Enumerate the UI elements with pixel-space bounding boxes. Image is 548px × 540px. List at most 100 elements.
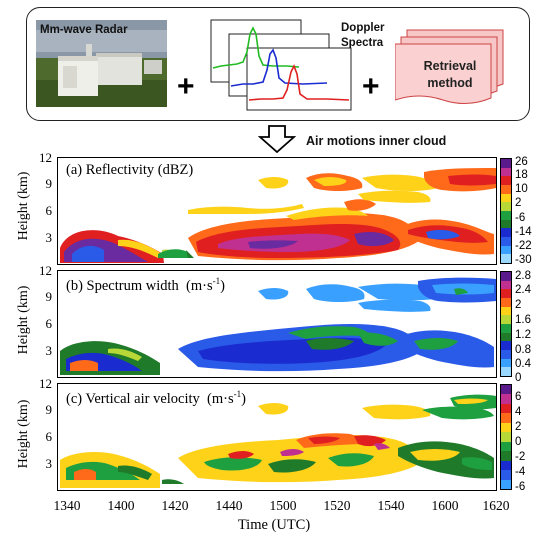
colorbar-segment bbox=[501, 367, 511, 376]
colorbar-segment bbox=[501, 167, 511, 177]
spectrum-width-field bbox=[60, 277, 496, 375]
panel-c-title: (c) Vertical air velocity (m·s-1) bbox=[66, 389, 246, 408]
arrow-caption: Air motions inner cloud bbox=[306, 134, 447, 148]
cbar-c-tick: -4 bbox=[515, 466, 526, 478]
cbar-b-tick: 2.8 bbox=[515, 270, 531, 282]
colorbar-segment bbox=[501, 470, 511, 480]
vertical-velocity-field bbox=[60, 394, 496, 488]
colorbar-segment bbox=[501, 358, 511, 368]
colorbar-segment bbox=[501, 422, 511, 433]
ytick-c-12: 12 bbox=[39, 376, 52, 391]
colorbar-segment bbox=[501, 297, 511, 307]
ytick-b-12: 12 bbox=[39, 263, 52, 278]
colorbar-segment bbox=[501, 254, 511, 263]
panel-c-unit-exponent: -1 bbox=[233, 389, 242, 399]
panel-b-title-text: (b) Spectrum width bbox=[66, 277, 179, 294]
colorbar-segment bbox=[501, 332, 511, 342]
colorbar-spectrum-width bbox=[500, 271, 512, 377]
cbar-a-tick: 10 bbox=[515, 183, 528, 195]
cbar-b-tick: 0 bbox=[515, 372, 522, 384]
colorbar-segment bbox=[501, 245, 511, 255]
retrieval-method-graphic bbox=[394, 28, 505, 106]
ytick-c-3: 3 bbox=[45, 456, 53, 471]
cbar-a-tick: -6 bbox=[515, 212, 526, 224]
colorbar-segment bbox=[501, 159, 511, 168]
colorbar-segment bbox=[501, 432, 511, 442]
cbar-a-tick: -14 bbox=[515, 226, 532, 238]
ytick-b-6: 6 bbox=[45, 316, 53, 331]
colorbar-segment bbox=[501, 403, 511, 414]
xtick: 1540 bbox=[377, 498, 405, 513]
xtick: 1400 bbox=[107, 498, 135, 513]
doppler-spectra-graphic bbox=[203, 16, 363, 118]
colorbar-vertical-velocity bbox=[500, 384, 512, 490]
ytick-a-12: 12 bbox=[39, 150, 52, 165]
cbar-a-tick: 18 bbox=[515, 169, 528, 181]
panel-c-unit: (m·s bbox=[207, 390, 234, 407]
colorbar-segment bbox=[501, 394, 511, 404]
ytick-b-9: 9 bbox=[45, 289, 53, 304]
panel-c-unit-close: ) bbox=[241, 390, 246, 407]
panel-a-title: (a) Reflectivity (dBZ) bbox=[66, 162, 194, 178]
cbar-a-tick: -22 bbox=[515, 240, 532, 252]
xtick: 1420 bbox=[161, 498, 189, 513]
panel-spectrum-width bbox=[57, 270, 497, 378]
colorbar-segment bbox=[501, 441, 511, 452]
cbar-a-tick: 26 bbox=[515, 156, 528, 168]
colorbar-segment bbox=[501, 289, 511, 298]
xtick: 1440 bbox=[215, 498, 243, 513]
radar-photo: Mm-wave Radar bbox=[36, 20, 167, 107]
x-axis-label: Time (UTC) bbox=[237, 517, 311, 533]
ytick-c-9: 9 bbox=[45, 402, 53, 417]
panel-b-title: (b) Spectrum width (m·s-1) bbox=[66, 276, 225, 295]
cbar-b-tick: 1.2 bbox=[515, 329, 531, 341]
reflectivity-field bbox=[60, 168, 496, 263]
colorbar-segment bbox=[501, 385, 511, 395]
cbar-b-tick: 0.4 bbox=[515, 358, 531, 370]
plus-sign-1: + bbox=[177, 70, 195, 103]
colorbar-segment bbox=[501, 210, 511, 220]
colorbar-segment bbox=[501, 184, 511, 194]
colorbar-segment bbox=[501, 236, 511, 246]
cbar-c-tick: 0 bbox=[515, 436, 522, 448]
colorbar-segment bbox=[501, 272, 511, 281]
colorbar-segment bbox=[501, 219, 511, 229]
cbar-c-tick: -6 bbox=[515, 481, 526, 493]
cbar-b-tick: 2.4 bbox=[515, 284, 531, 296]
xtick: 1600 bbox=[431, 498, 459, 513]
panel-reflectivity bbox=[57, 157, 497, 265]
colorbar-segment bbox=[501, 451, 511, 461]
down-arrow-icon bbox=[258, 125, 296, 153]
panel-b-unit-close: ) bbox=[220, 277, 225, 294]
colorbar-segment bbox=[501, 193, 511, 203]
xtick: 1340 bbox=[53, 498, 81, 513]
xtick: 1500 bbox=[269, 498, 297, 513]
ylabel-a: Height (km) bbox=[16, 171, 31, 241]
cbar-b-tick: 1.6 bbox=[515, 314, 531, 326]
plus-sign-2: + bbox=[362, 70, 380, 103]
panel-vertical-velocity bbox=[57, 383, 497, 491]
cbar-a-tick: 2 bbox=[515, 197, 522, 209]
colorbar-segment bbox=[501, 323, 511, 333]
colorbar-segment bbox=[501, 228, 511, 237]
xtick: 1520 bbox=[323, 498, 351, 513]
ytick-a-6: 6 bbox=[45, 203, 53, 218]
colorbar-segment bbox=[501, 176, 511, 185]
colorbar-segment bbox=[501, 202, 511, 211]
colorbar-segment bbox=[501, 280, 511, 290]
colorbar-reflectivity bbox=[500, 158, 512, 264]
radar-label: Mm-wave Radar bbox=[40, 24, 128, 36]
ylabel-b: Height (km) bbox=[16, 285, 31, 355]
colorbar-segment bbox=[501, 315, 511, 324]
retrieval-label: Retrieval method bbox=[423, 59, 477, 90]
ylabel-c: Height (km) bbox=[16, 399, 31, 469]
colorbar-segment bbox=[501, 349, 511, 359]
ytick-a-9: 9 bbox=[45, 176, 53, 191]
ytick-b-3: 3 bbox=[45, 343, 53, 358]
xtick: 1620 bbox=[482, 498, 510, 513]
cbar-c-tick: -2 bbox=[515, 451, 526, 463]
colorbar-segment bbox=[501, 413, 511, 423]
cbar-b-tick: 0.8 bbox=[515, 344, 531, 356]
colorbar-segment bbox=[501, 460, 511, 471]
spectra-label: Doppler Spectra bbox=[341, 22, 385, 49]
